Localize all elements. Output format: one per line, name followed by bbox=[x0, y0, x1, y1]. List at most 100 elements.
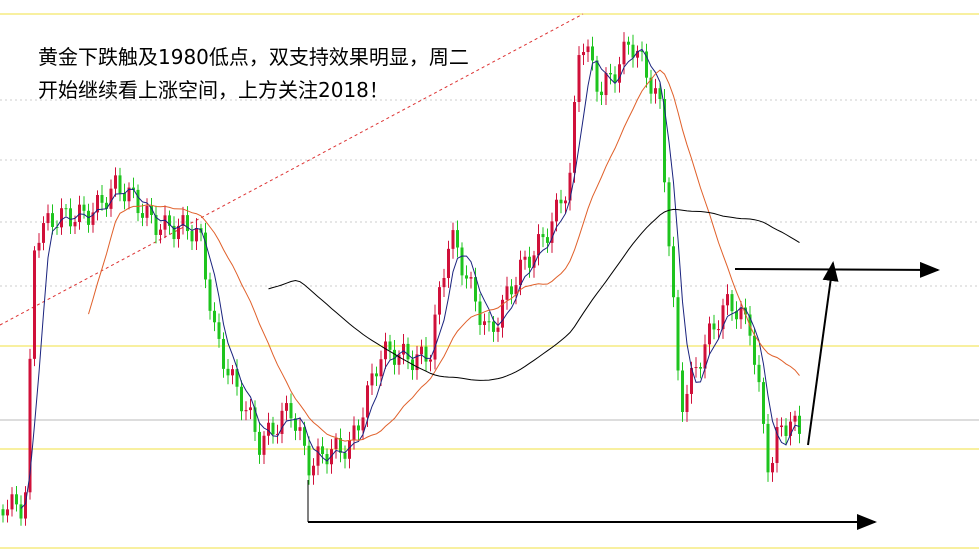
candle-body bbox=[19, 504, 23, 519]
candle-body bbox=[537, 234, 540, 256]
candle-body bbox=[474, 277, 477, 302]
candle-body bbox=[415, 354, 419, 371]
candles bbox=[1, 32, 801, 526]
candle-body bbox=[109, 188, 113, 209]
candle-body bbox=[145, 205, 149, 218]
candle-body bbox=[559, 199, 563, 204]
candle-body bbox=[231, 369, 234, 376]
candle-body bbox=[685, 393, 689, 412]
candle-body bbox=[46, 213, 50, 224]
candle-body bbox=[303, 427, 306, 446]
candle-body bbox=[721, 305, 725, 330]
candle-body bbox=[550, 221, 554, 243]
candle-body bbox=[195, 228, 198, 242]
candle-body bbox=[222, 338, 225, 369]
candle-body bbox=[613, 74, 617, 83]
candle-body bbox=[694, 367, 698, 369]
candle-body bbox=[712, 323, 716, 330]
candle-body bbox=[60, 208, 63, 228]
candle-body bbox=[312, 465, 315, 476]
candle-body bbox=[627, 41, 630, 45]
candle-body bbox=[1, 509, 5, 516]
candle-body bbox=[393, 349, 396, 365]
candle-body bbox=[649, 77, 653, 94]
candle-body bbox=[330, 449, 333, 465]
candle-body bbox=[361, 417, 365, 431]
candle-body bbox=[744, 307, 747, 315]
candle-body bbox=[186, 215, 189, 232]
candle-body bbox=[132, 187, 135, 190]
candle-body bbox=[469, 277, 473, 279]
candle-body bbox=[604, 73, 608, 96]
candle-body bbox=[726, 294, 729, 306]
candle-body bbox=[240, 386, 243, 412]
candle-body bbox=[798, 415, 801, 434]
annotation-line: 开始继续看上涨空间，上方关注2018！ bbox=[38, 78, 389, 102]
candle-body bbox=[505, 286, 509, 300]
candle-body bbox=[379, 359, 383, 377]
candle-body bbox=[15, 494, 18, 505]
candle-body bbox=[123, 193, 126, 202]
candle-body bbox=[753, 335, 756, 365]
moving-average bbox=[88, 69, 800, 442]
candle-body bbox=[168, 215, 171, 226]
candle-body bbox=[348, 440, 351, 459]
candle-body bbox=[609, 73, 612, 75]
candle-body bbox=[771, 462, 774, 473]
candle-body bbox=[10, 494, 14, 510]
candle-body bbox=[523, 256, 527, 260]
candle-body bbox=[339, 438, 342, 453]
candle-body bbox=[766, 423, 770, 473]
arrow bbox=[807, 261, 839, 446]
candle-body bbox=[357, 425, 360, 431]
candle-body bbox=[591, 46, 594, 61]
candle-body bbox=[658, 88, 662, 100]
candle-body bbox=[82, 204, 86, 211]
candle-body bbox=[366, 385, 369, 418]
candle-body bbox=[447, 248, 450, 279]
candle-body bbox=[271, 422, 275, 435]
candle-body bbox=[159, 229, 162, 235]
moving-average bbox=[268, 208, 800, 381]
candle-body bbox=[667, 182, 671, 247]
candle-body bbox=[105, 202, 108, 209]
candle-body bbox=[438, 287, 441, 315]
candle-body bbox=[681, 370, 684, 412]
candle-body bbox=[460, 247, 464, 276]
candle-body bbox=[654, 88, 657, 94]
candle-body bbox=[528, 256, 531, 268]
annotation-line: 黄金下跌触及1980低点，双支持效果明显，周二 bbox=[38, 45, 469, 69]
candle-body bbox=[402, 343, 405, 355]
candle-body bbox=[672, 246, 675, 298]
candle-body bbox=[352, 425, 356, 441]
moving-average bbox=[20, 48, 800, 509]
candle-body bbox=[24, 492, 27, 519]
candle-body bbox=[150, 205, 153, 216]
candle-body bbox=[406, 343, 410, 360]
candle-body bbox=[285, 403, 288, 411]
candle-body bbox=[577, 55, 581, 103]
candle-body bbox=[294, 418, 297, 431]
candle-body bbox=[775, 427, 779, 463]
candle-body bbox=[384, 341, 387, 360]
candle-body bbox=[136, 189, 140, 214]
candle-body bbox=[433, 314, 437, 360]
candle-body bbox=[564, 200, 567, 204]
candle-body bbox=[258, 431, 261, 455]
candle-body bbox=[793, 415, 797, 422]
candle-body bbox=[645, 51, 648, 78]
candle-body bbox=[442, 278, 446, 288]
candle-body bbox=[289, 403, 293, 419]
candle-body bbox=[546, 237, 549, 243]
candle-body bbox=[33, 250, 36, 359]
candle-body bbox=[501, 299, 504, 328]
candle-body bbox=[519, 259, 522, 286]
candle-body bbox=[420, 346, 423, 355]
candle-body bbox=[582, 52, 585, 56]
candle-body bbox=[69, 208, 72, 227]
candle-body bbox=[397, 354, 401, 365]
candle-body bbox=[172, 225, 176, 240]
candle-body bbox=[118, 175, 122, 194]
candle-body bbox=[100, 194, 104, 203]
